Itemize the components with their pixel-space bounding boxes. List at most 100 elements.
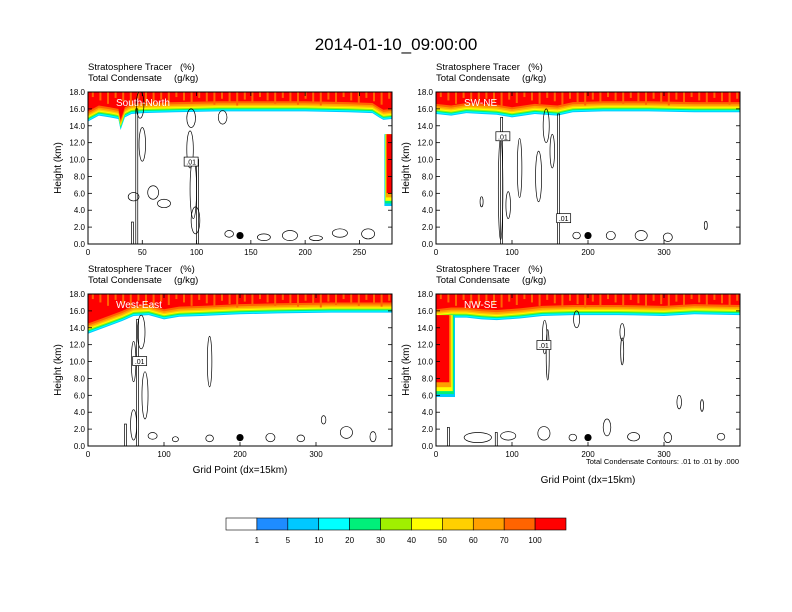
- tracer-streak: [736, 294, 739, 301]
- tracer-streak: [455, 92, 457, 104]
- condensate-contour: [137, 314, 146, 350]
- contour-label-box: [536, 340, 552, 350]
- tracer-streak: [259, 294, 261, 300]
- contour-label: .01: [559, 216, 569, 223]
- x-tick-label: 0: [434, 248, 439, 257]
- condensate-contour: [602, 418, 612, 437]
- x-tick-label: 50: [138, 248, 147, 257]
- tracer-streak: [546, 92, 549, 98]
- tracer-streak: [713, 92, 716, 98]
- tracer-streak: [500, 294, 503, 308]
- tracer-streak: [289, 294, 292, 304]
- tracer-streak: [546, 294, 549, 300]
- tracer-streak: [160, 92, 163, 100]
- tracer-streak: [675, 294, 678, 302]
- y-tick-label: 4.0: [74, 206, 86, 215]
- tracer-streak: [629, 92, 632, 98]
- condensate-contour: [568, 433, 577, 442]
- y-tick-label: 10.0: [69, 358, 85, 367]
- tracer-streak: [175, 294, 178, 300]
- tracer-streak: [660, 294, 663, 305]
- condensate-contour: [281, 230, 298, 241]
- tracer-streak: [274, 294, 277, 306]
- tracer-streak: [698, 294, 701, 303]
- colorbar-swatch: [349, 517, 381, 531]
- panels: South-North .01 0.0 2.0 4.0 6.0 8.0 10.0 12.0 14.…: [53, 62, 741, 486]
- tracer-streak: [721, 92, 723, 102]
- tracer-streak: [335, 92, 337, 103]
- tracer-streak: [175, 92, 178, 98]
- tracer-band: [436, 294, 740, 311]
- y-tick-label: 10.0: [417, 358, 433, 367]
- condensate-contour: [620, 337, 625, 366]
- header-tracer: Stratosphere Tracer: [88, 264, 172, 275]
- y-tick-label: 4.0: [422, 206, 434, 215]
- tracer-streak: [508, 92, 511, 100]
- y-tick-label: 12.0: [69, 341, 85, 350]
- condensate-contour: [206, 335, 213, 388]
- tracer-streak: [614, 92, 617, 101]
- tracer-streak: [561, 294, 564, 307]
- condensate-contour: [309, 235, 323, 241]
- x-tick-label: 200: [233, 450, 247, 459]
- y-tick-label: 4.0: [74, 408, 86, 417]
- condensate-contour: [716, 432, 726, 441]
- tracer-streak: [713, 294, 716, 300]
- tracer-streak: [721, 294, 723, 304]
- tracer-streak: [137, 294, 140, 301]
- tracer-streak: [569, 92, 571, 99]
- panel-label: West-East: [116, 300, 162, 311]
- tracer-streak: [523, 92, 526, 98]
- tracer-streak: [599, 92, 602, 103]
- y-tick-label: 10.0: [69, 156, 85, 165]
- x-tick-label: 200: [581, 450, 595, 459]
- header-tracer: Stratosphere Tracer: [436, 62, 520, 73]
- x-tick-label: 100: [505, 248, 519, 257]
- condensate-contour: [147, 185, 159, 200]
- tracer-streak: [319, 92, 322, 106]
- y-tick-label: 14.0: [417, 122, 433, 131]
- tracer-streak: [357, 92, 360, 104]
- tracer-streak: [198, 294, 201, 300]
- header-condensate-unit: (g/kg): [522, 73, 546, 84]
- condensate-contour: [662, 232, 673, 242]
- tracer-streak: [728, 294, 731, 307]
- tracer-streak: [221, 92, 223, 99]
- colorbar-swatch: [472, 517, 505, 531]
- condensate-contour: [320, 415, 327, 425]
- colorbar-label: 1: [255, 536, 260, 545]
- tracer-streak: [477, 92, 480, 105]
- tracer-streak: [342, 92, 345, 98]
- tracer-streak: [228, 294, 231, 305]
- colorbar-swatch: [503, 517, 536, 531]
- tracer-streak: [243, 294, 246, 302]
- tracer-streak: [553, 92, 556, 102]
- tracer-streak: [485, 92, 488, 99]
- tracer-streak: [508, 294, 511, 302]
- y-tick-label: 18.0: [417, 290, 433, 299]
- y-tick-label: 8.0: [422, 374, 434, 383]
- contour-label-box: [183, 156, 199, 167]
- panel-1: South-North .01 0.0 2.0 4.0 6.0 8.0 10.0 12.0 14.…: [53, 62, 393, 257]
- tracer-streak: [690, 92, 693, 98]
- tracer-streak: [388, 294, 391, 301]
- colorbar-label: 70: [500, 536, 509, 545]
- tracer-streak: [99, 294, 102, 303]
- panel-3: West-East .01 0.0 2.0 4.0 6.0 8.0 10.0 12.0 14.0 1…: [53, 264, 393, 476]
- tracer-band: [88, 294, 392, 324]
- tracer-streak: [622, 92, 625, 104]
- header-condensate: Total Condensate: [88, 275, 162, 286]
- y-tick-label: 16.0: [69, 105, 85, 114]
- contour-label-box: [495, 131, 511, 142]
- tracer-streak: [584, 294, 587, 308]
- tracer-streak: [91, 294, 94, 300]
- condensate-contour: [634, 230, 648, 241]
- tracer-streak: [312, 92, 315, 103]
- tracer-streak: [327, 92, 330, 100]
- tracer-band: [88, 92, 392, 120]
- tracer-streak: [114, 92, 117, 98]
- tracer-streak: [380, 294, 383, 307]
- contour-label-box: [556, 213, 572, 224]
- tracer-streak: [569, 294, 571, 301]
- condensate-contour: [542, 319, 548, 355]
